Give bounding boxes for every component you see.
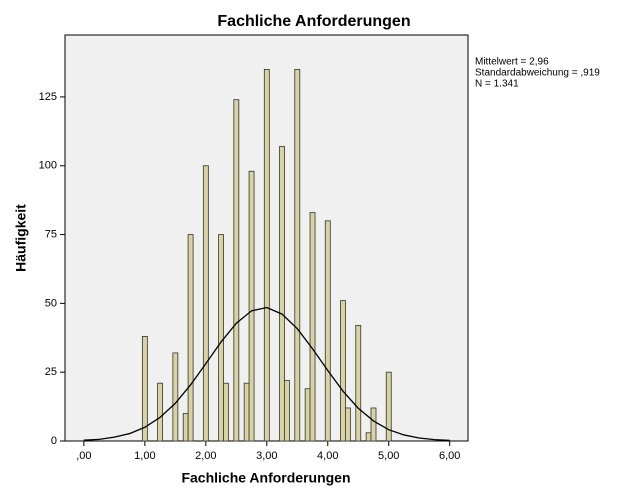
y-tick-label: 100 bbox=[39, 160, 57, 172]
bar bbox=[243, 382, 250, 442]
y-tick-label: 0 bbox=[51, 435, 57, 447]
bar bbox=[233, 99, 240, 442]
bar bbox=[340, 300, 346, 442]
bar bbox=[365, 432, 372, 442]
bar bbox=[304, 388, 311, 442]
y-tick-label: 125 bbox=[39, 91, 57, 103]
x-axis-label: Fachliche Anforderungen bbox=[181, 470, 350, 486]
bar bbox=[324, 220, 331, 442]
x-tick-label: 5,00 bbox=[378, 450, 399, 462]
x-tick-label: 3,00 bbox=[256, 450, 277, 462]
bar bbox=[172, 352, 179, 442]
annotation: Mittelwert = 2,96 bbox=[475, 57, 549, 68]
y-tick-label: 50 bbox=[45, 297, 57, 309]
bar bbox=[370, 407, 377, 442]
bar bbox=[218, 234, 224, 442]
bar bbox=[187, 234, 194, 442]
bar bbox=[294, 69, 301, 442]
bar bbox=[344, 407, 351, 442]
bar bbox=[202, 165, 209, 442]
x-tick-label: 2,00 bbox=[195, 450, 216, 462]
annotation: Standardabweichung = ,919 bbox=[475, 68, 600, 79]
bar bbox=[141, 336, 148, 442]
y-axis-label: Häufigkeit bbox=[13, 204, 29, 272]
normal-curve bbox=[83, 306, 450, 442]
bar bbox=[263, 69, 270, 442]
y-tick-label: 75 bbox=[45, 228, 57, 240]
bar bbox=[355, 324, 362, 442]
bar bbox=[223, 382, 229, 442]
y-tick-label: 25 bbox=[45, 366, 57, 378]
chart-title: Fachliche Anforderungen bbox=[217, 13, 410, 30]
bar bbox=[157, 382, 164, 442]
x-tick-label: 6,00 bbox=[439, 450, 460, 462]
x-tick-label: ,00 bbox=[76, 450, 91, 462]
bar bbox=[182, 413, 189, 442]
bar bbox=[279, 146, 285, 442]
x-tick-label: 4,00 bbox=[317, 450, 338, 462]
annotation: N = 1.341 bbox=[475, 79, 519, 90]
x-tick-label: 1,00 bbox=[134, 450, 155, 462]
bar bbox=[284, 380, 290, 442]
bar bbox=[248, 170, 255, 442]
bar bbox=[385, 371, 392, 442]
bar bbox=[309, 212, 316, 442]
